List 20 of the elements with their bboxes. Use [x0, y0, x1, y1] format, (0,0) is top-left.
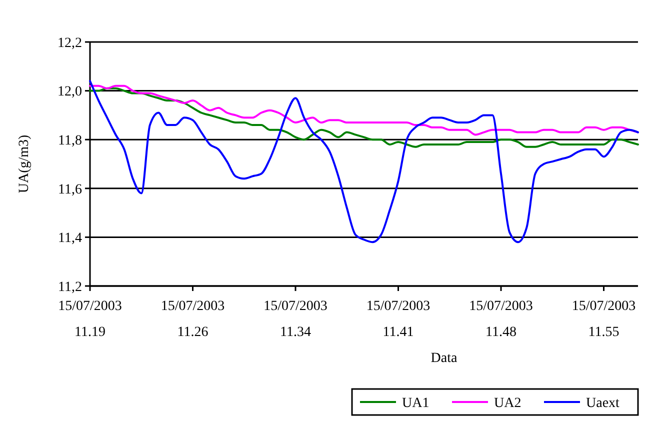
x-axis-title: Data: [430, 351, 458, 366]
y-tick-label: 11,2: [58, 280, 82, 295]
y-tick-label: 11,4: [58, 231, 82, 246]
line-series: [89, 84, 639, 136]
x-tick-label: 15/07/2003 11.48: [469, 299, 533, 340]
legend-label: UA2: [494, 396, 522, 411]
y-axis-title: UA(g/m3): [17, 134, 32, 194]
y-tick-label: 11,8: [58, 134, 82, 148]
x-tick-label: 15/07/2003 11.19: [58, 299, 122, 340]
legend-label: Uaext: [586, 396, 620, 411]
x-tick-label: 15/07/2003 11.34: [264, 299, 328, 340]
y-tick-label: 11,6: [58, 182, 82, 198]
y-tick-label: 12,2: [58, 36, 82, 51]
line-series: [89, 80, 639, 244]
x-tick-label: 15/07/2003 11.55: [572, 299, 636, 340]
line-series: [89, 87, 639, 148]
x-tick-label: 15/07/2003 11.26: [160, 299, 225, 340]
legend-label: UA1: [402, 396, 430, 411]
y-tick-label: 12,0: [58, 84, 82, 100]
x-tick-label: 15/07/2003 11.41: [366, 299, 430, 340]
